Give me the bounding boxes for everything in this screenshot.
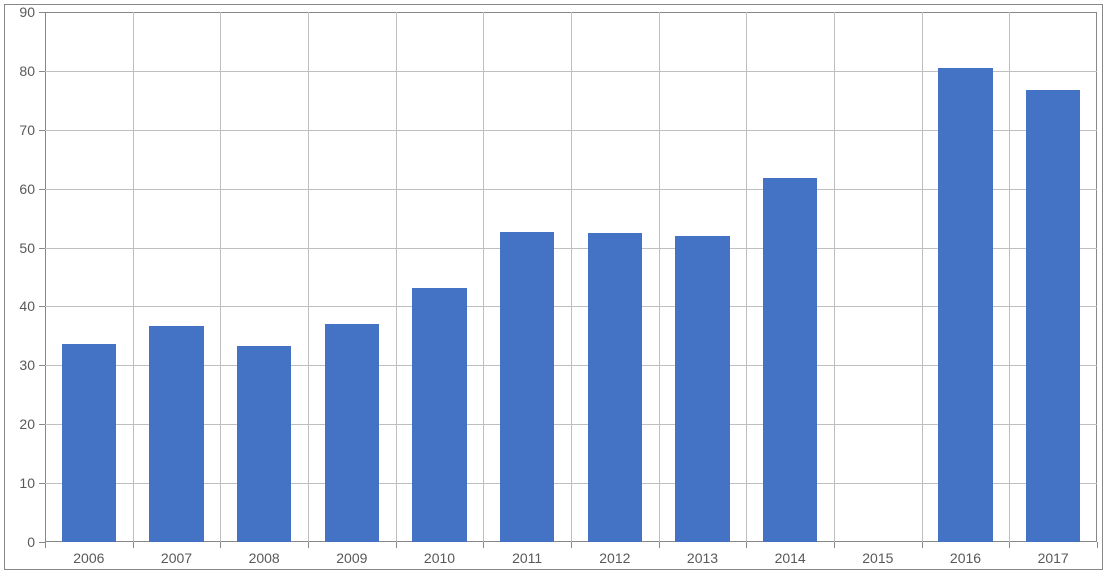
x-tick [922, 542, 923, 548]
x-tick [659, 542, 660, 548]
x-axis-label: 2017 [1038, 550, 1069, 566]
gridline-vertical [834, 12, 835, 542]
y-tick [39, 71, 45, 72]
x-axis-label: 2006 [73, 550, 104, 566]
y-axis-label: 60 [0, 181, 35, 197]
y-axis-label: 0 [0, 534, 35, 550]
bar [763, 178, 817, 542]
bar-chart: 0 10 20 30 40 50 60 70 80 90 2006 2007 2008 2009 2010… [0, 0, 1107, 574]
bar [237, 346, 291, 542]
y-axis-label: 40 [0, 298, 35, 314]
bar [500, 232, 554, 542]
y-axis-label: 90 [0, 4, 35, 20]
y-tick [39, 424, 45, 425]
x-axis-label: 2016 [950, 550, 981, 566]
y-axis-label: 30 [0, 357, 35, 373]
gridline-vertical [220, 12, 221, 542]
y-tick [39, 248, 45, 249]
x-tick [45, 542, 46, 548]
x-axis-label: 2013 [687, 550, 718, 566]
bar [62, 344, 116, 542]
bar [1026, 90, 1080, 542]
plot-area [45, 12, 1097, 542]
x-axis-label: 2014 [775, 550, 806, 566]
gridline-vertical [483, 12, 484, 542]
gridline-vertical [659, 12, 660, 542]
gridline-vertical [396, 12, 397, 542]
x-tick [571, 542, 572, 548]
gridline-vertical [1009, 12, 1010, 542]
y-tick [39, 130, 45, 131]
gridline-vertical [922, 12, 923, 542]
x-tick [834, 542, 835, 548]
bar [149, 326, 203, 542]
y-tick [39, 306, 45, 307]
x-axis-label: 2009 [336, 550, 367, 566]
x-tick [220, 542, 221, 548]
x-tick [1009, 542, 1010, 548]
y-axis-label: 20 [0, 416, 35, 432]
x-axis-label: 2008 [249, 550, 280, 566]
x-axis-label: 2015 [862, 550, 893, 566]
y-tick [39, 189, 45, 190]
y-tick [39, 483, 45, 484]
x-tick [746, 542, 747, 548]
y-tick [39, 365, 45, 366]
gridline-vertical [133, 12, 134, 542]
gridline-vertical [571, 12, 572, 542]
y-axis-label: 10 [0, 475, 35, 491]
bar [588, 233, 642, 542]
x-axis-label: 2011 [512, 550, 542, 566]
x-tick [396, 542, 397, 548]
x-tick [483, 542, 484, 548]
gridline-vertical [308, 12, 309, 542]
y-axis-label: 70 [0, 122, 35, 138]
x-tick [1097, 542, 1098, 548]
bar [412, 288, 466, 542]
x-axis-label: 2012 [599, 550, 630, 566]
x-tick [133, 542, 134, 548]
y-axis-label: 50 [0, 240, 35, 256]
x-tick [308, 542, 309, 548]
x-axis-label: 2010 [424, 550, 455, 566]
y-axis-label: 80 [0, 63, 35, 79]
bar [675, 236, 729, 542]
y-tick [39, 12, 45, 13]
bar [325, 324, 379, 542]
bar [938, 68, 992, 542]
x-axis-label: 2007 [161, 550, 192, 566]
gridline-vertical [746, 12, 747, 542]
